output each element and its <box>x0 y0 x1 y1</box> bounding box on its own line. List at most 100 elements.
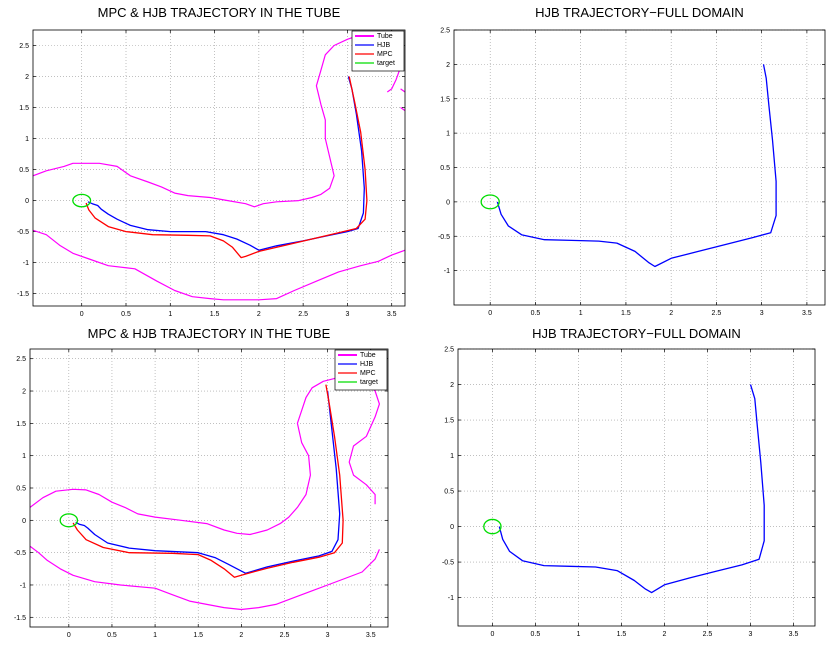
x-tick-label: 0.5 <box>121 311 131 318</box>
chart-title: MPC & HJB TRAJECTORY IN THE TUBE <box>98 5 341 20</box>
y-tick-label: -0.5 <box>14 550 26 557</box>
x-tick-label: 3 <box>326 632 330 639</box>
legend-label-tube: Tube <box>360 352 376 359</box>
y-tick-label: 2 <box>22 389 26 396</box>
axes-box <box>457 348 816 627</box>
x-tick-label: 2 <box>669 310 673 317</box>
series-line-trajectory <box>498 384 765 594</box>
series-line-tube <box>30 545 380 611</box>
x-tick-label: 3.5 <box>789 631 799 638</box>
axes-box <box>32 29 406 307</box>
y-tick-label: -1 <box>20 582 26 589</box>
y-tick-label: 1 <box>25 136 29 143</box>
x-tick-label: 0.5 <box>531 631 541 638</box>
legend-label-hjb: HJB <box>360 361 374 368</box>
y-tick-label: -0.5 <box>442 560 454 567</box>
legend-label-target: target <box>360 379 378 386</box>
y-tick-label: 2.5 <box>444 347 454 354</box>
x-tick-label: 3.5 <box>802 310 812 317</box>
axes-box <box>453 29 826 306</box>
x-tick-label: 2.5 <box>298 311 308 318</box>
y-tick-label: 1 <box>446 131 450 138</box>
chart-title: HJB TRAJECTORY−FULL DOMAIN <box>535 5 744 20</box>
y-tick-label: 2.5 <box>19 43 29 50</box>
series-line-tube <box>400 107 405 112</box>
axes-box <box>29 348 389 628</box>
series-line-trajectory <box>496 64 777 268</box>
y-tick-label: 0 <box>25 198 29 205</box>
x-tick-label: 3.5 <box>387 311 397 318</box>
chart-title: HJB TRAJECTORY−FULL DOMAIN <box>532 326 741 341</box>
x-tick-label: 1 <box>168 311 172 318</box>
plot-area <box>33 33 405 301</box>
legend: Tube HJB MPC target <box>351 30 405 72</box>
x-tick-label: 1 <box>576 631 580 638</box>
series-line-tube <box>400 88 405 93</box>
legend-label-target: target <box>377 60 395 67</box>
chart-panel-4: HJB TRAJECTORY−FULL DOMAIN 0 0.5 1 1.5 2 2.5 3 3… <box>442 326 816 638</box>
legend-box <box>334 349 388 391</box>
x-tick-label: 3 <box>760 310 764 317</box>
x-tick-label: 1.5 <box>621 310 631 317</box>
y-tick-label: 0.5 <box>16 486 26 493</box>
y-tick-label: 0.5 <box>444 489 454 496</box>
y-tick-label: 1.5 <box>444 418 454 425</box>
y-tick-label: -1.5 <box>17 291 29 298</box>
x-tick-label: 2 <box>663 631 667 638</box>
y-tick-label: 2 <box>446 62 450 69</box>
y-tick-label: -1 <box>444 268 450 275</box>
y-tick-label: 1.5 <box>440 96 450 103</box>
legend-label-hjb: HJB <box>377 42 391 49</box>
x-tick-label: 0.5 <box>107 632 117 639</box>
y-tick-label: 2 <box>25 74 29 81</box>
x-tick-label: 1.5 <box>210 311 220 318</box>
y-tick-label: -0.5 <box>17 229 29 236</box>
target-circle <box>480 194 500 210</box>
y-tick-label: 1 <box>22 453 26 460</box>
x-tick-label: 2.5 <box>280 632 290 639</box>
series-line-mpc <box>72 384 344 578</box>
y-tick-label: 0 <box>446 199 450 206</box>
plot-area <box>30 376 380 611</box>
legend-label-mpc: MPC <box>360 370 376 377</box>
chart-panel-2: HJB TRAJECTORY−FULL DOMAIN 0 0.5 1 1.5 2 2.5 3 3… <box>438 5 826 317</box>
y-tick-label: 0.5 <box>440 165 450 172</box>
target-circle <box>483 518 502 535</box>
plot-area <box>480 64 777 268</box>
y-tick-label: 2.5 <box>16 356 26 363</box>
x-tick-label: 1 <box>153 632 157 639</box>
y-tick-label: 0 <box>450 524 454 531</box>
y-tick-label: 0.5 <box>19 167 29 174</box>
x-tick-label: 1 <box>579 310 583 317</box>
x-tick-label: 0 <box>490 631 494 638</box>
legend-label-mpc: MPC <box>377 51 393 58</box>
y-tick-label: 0 <box>22 518 26 525</box>
y-tick-label: -1.5 <box>14 615 26 622</box>
x-tick-label: 2 <box>257 311 261 318</box>
y-tick-label: -0.5 <box>438 234 450 241</box>
target-circle <box>59 513 79 528</box>
x-tick-label: 1.5 <box>193 632 203 639</box>
x-tick-label: 2.5 <box>712 310 722 317</box>
x-tick-label: 3.5 <box>366 632 376 639</box>
target-circle <box>72 193 92 208</box>
series-line-hjb <box>87 76 365 251</box>
x-tick-label: 0 <box>488 310 492 317</box>
chart-panel-1: MPC & HJB TRAJECTORY IN THE TUBE 0 0.5 1 1.5… <box>17 5 406 318</box>
y-tick-label: -1 <box>448 595 454 602</box>
series-line-tube <box>30 376 380 536</box>
plot-area <box>483 384 765 594</box>
series-line-tube <box>33 33 402 208</box>
x-tick-label: 2 <box>239 632 243 639</box>
y-tick-label: 2 <box>450 382 454 389</box>
series-line-mpc <box>85 76 368 259</box>
x-tick-label: 1.5 <box>617 631 627 638</box>
x-tick-label: 3 <box>345 311 349 318</box>
series-line-tube <box>33 229 405 301</box>
chart-title: MPC & HJB TRAJECTORY IN THE TUBE <box>88 326 331 341</box>
legend-box <box>351 30 405 72</box>
y-tick-label: 1.5 <box>19 105 29 112</box>
legend: Tube HJB MPC target <box>334 349 388 391</box>
y-tick-label: 2.5 <box>440 28 450 35</box>
chart-panel-3: MPC & HJB TRAJECTORY IN THE TUBE 0 0.5 1 1.5… <box>14 326 389 639</box>
